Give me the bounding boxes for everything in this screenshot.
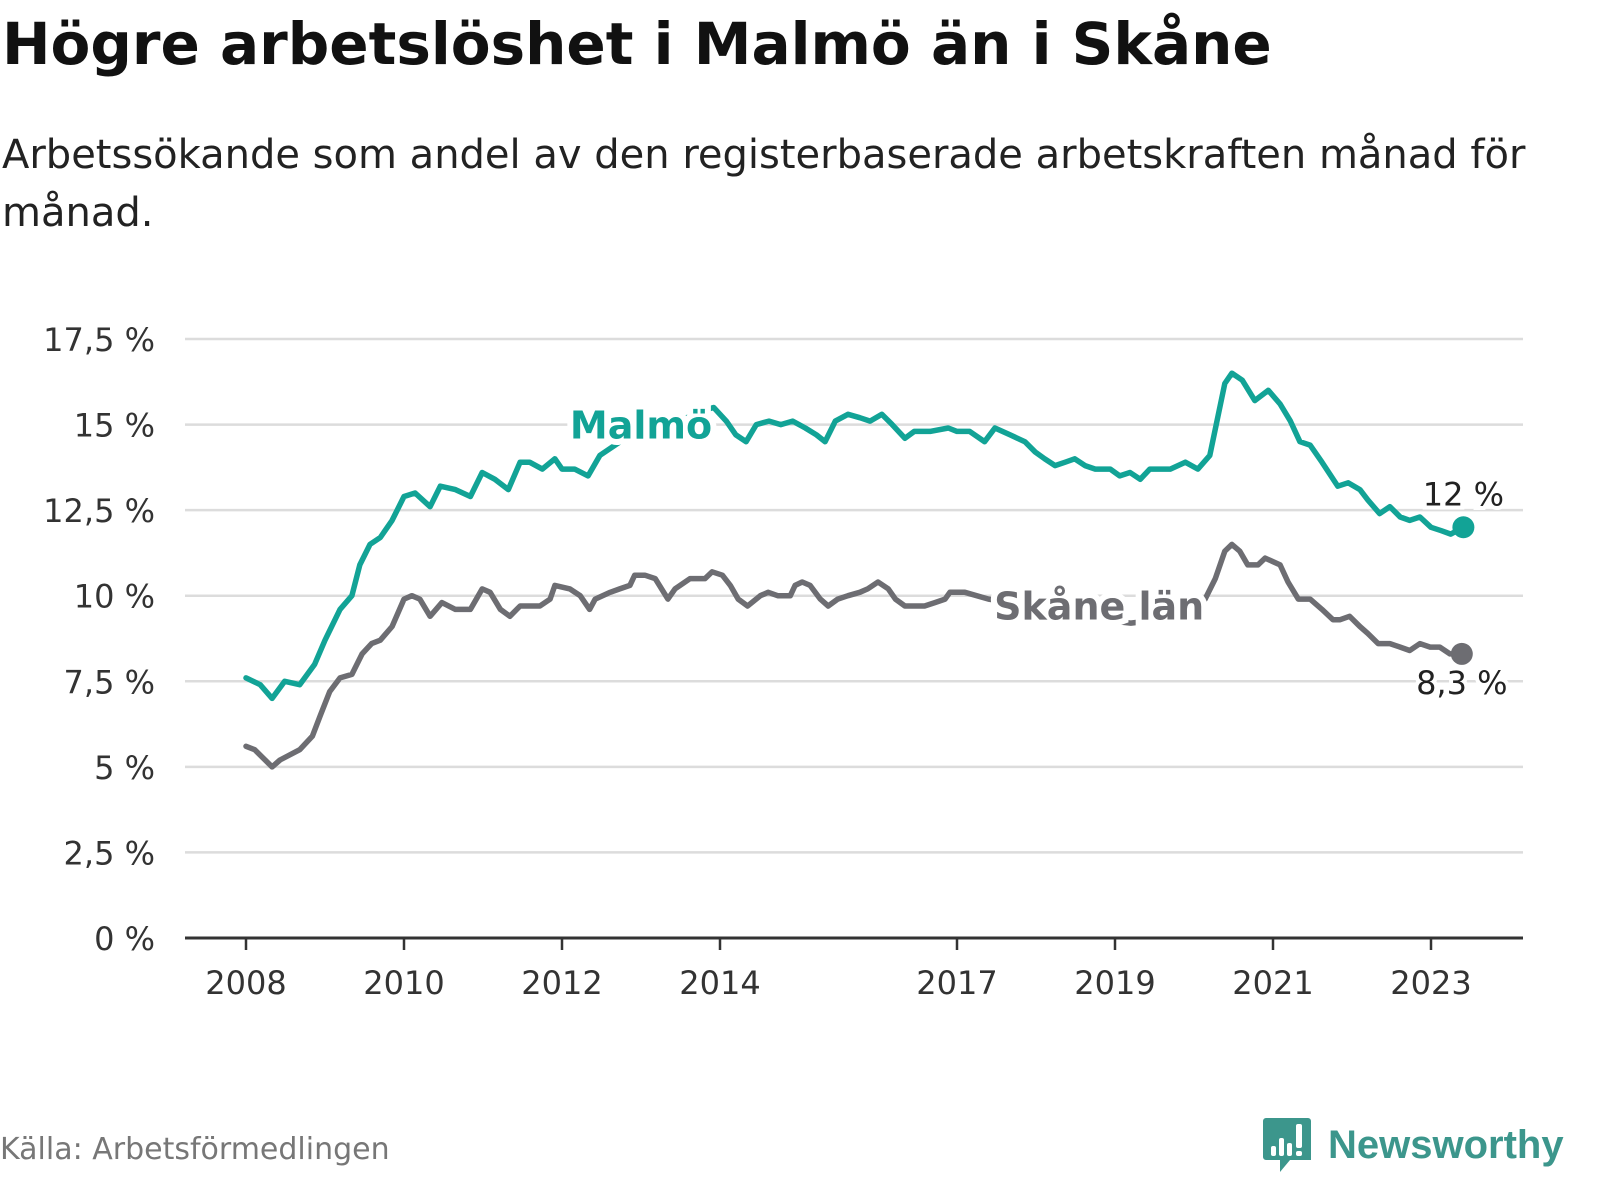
logo-text: Newsworthy bbox=[1328, 1122, 1564, 1167]
y-tick-label: 15 % bbox=[74, 407, 155, 445]
series-labels: 12 % Malmö 8,3 % Skåne län bbox=[564, 397, 1512, 706]
x-tick-label: 2021 bbox=[1232, 964, 1313, 1002]
series-name-label: Malmö bbox=[570, 403, 712, 447]
x-tick-label: 2012 bbox=[521, 964, 602, 1002]
y-tick-label: 5 % bbox=[94, 749, 155, 787]
source-note: Källa: Arbetsförmedlingen bbox=[0, 1132, 390, 1167]
x-tick-label: 2019 bbox=[1074, 964, 1155, 1002]
x-tick-label: 2017 bbox=[916, 964, 997, 1002]
series-name-label: Skåne län bbox=[994, 585, 1204, 629]
y-tick-label: 10 % bbox=[74, 578, 155, 616]
series-line-skåne-län bbox=[243, 541, 1465, 770]
end-value-label: 8,3 % bbox=[1416, 664, 1507, 702]
end-value-label: 12 % bbox=[1423, 475, 1504, 513]
x-tick-label: 2023 bbox=[1390, 964, 1471, 1002]
series-line-malmö bbox=[243, 370, 1467, 702]
y-tick-label: 7,5 % bbox=[64, 663, 155, 701]
chart-title: Högre arbetslöshet i Malmö än i Skåne bbox=[2, 10, 1272, 78]
y-tick-label: 17,5 % bbox=[43, 321, 155, 359]
end-point-malmö bbox=[1452, 516, 1475, 539]
y-tick-label: 0 % bbox=[94, 920, 155, 958]
y-axis-ticks: 0 % 2,5 % 5 % 7,5 % 10 % 12,5 % 15 % 17,5 % bbox=[43, 321, 155, 958]
x-tick-label: 2010 bbox=[363, 964, 444, 1002]
y-tick-label: 2,5 % bbox=[64, 834, 155, 872]
end-point-skåne-län bbox=[1450, 642, 1473, 665]
x-tick-label: 2014 bbox=[679, 964, 760, 1002]
bar-chart-exclamation-icon bbox=[1263, 1118, 1311, 1172]
y-tick-label: 12,5 % bbox=[43, 492, 155, 530]
x-tick-label: 2008 bbox=[205, 964, 286, 1002]
newsworthy-logo: Newsworthy bbox=[1262, 1116, 1564, 1174]
series-lines bbox=[243, 370, 1475, 770]
chart-subtitle: Arbetssökande som andel av den registerb… bbox=[2, 132, 1526, 236]
x-axis: 2008 2010 2012 2014 2017 2019 2021 2023 bbox=[185, 936, 1523, 1002]
